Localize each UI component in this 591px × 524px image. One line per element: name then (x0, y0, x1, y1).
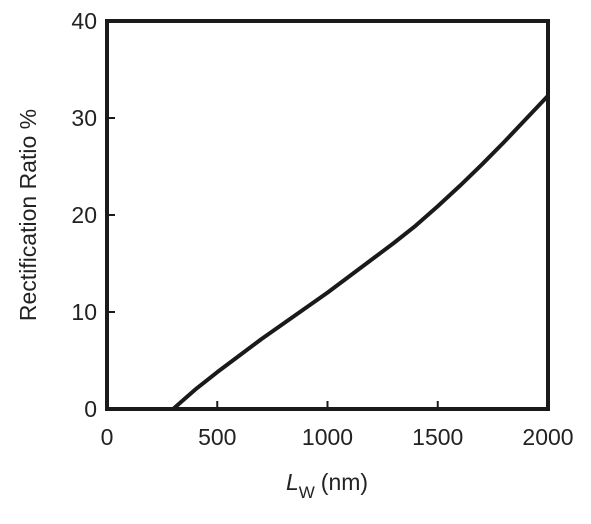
x-tick-label: 2000 (522, 424, 573, 450)
y-tick-label: 40 (71, 8, 97, 34)
y-tick-label: 30 (71, 105, 97, 131)
y-tick-label: 10 (71, 299, 97, 325)
plot-frame (105, 19, 550, 411)
x-axis-label: LW (nm) (286, 469, 368, 502)
y-tick-label: 20 (71, 202, 97, 228)
x-tick-label: 500 (198, 424, 236, 450)
line (107, 94, 550, 411)
x-tick-label: 0 (101, 424, 114, 450)
x-label-subscript: W (299, 483, 315, 502)
x-label-symbol: L (286, 469, 299, 495)
y-axis-label: Rectification Ratio % (15, 109, 41, 321)
x-tick-label: 1500 (412, 424, 463, 450)
y-tick-label: 0 (84, 396, 97, 422)
x-tick-label: 1000 (302, 424, 353, 450)
x-label-unit: (nm) (321, 469, 368, 495)
